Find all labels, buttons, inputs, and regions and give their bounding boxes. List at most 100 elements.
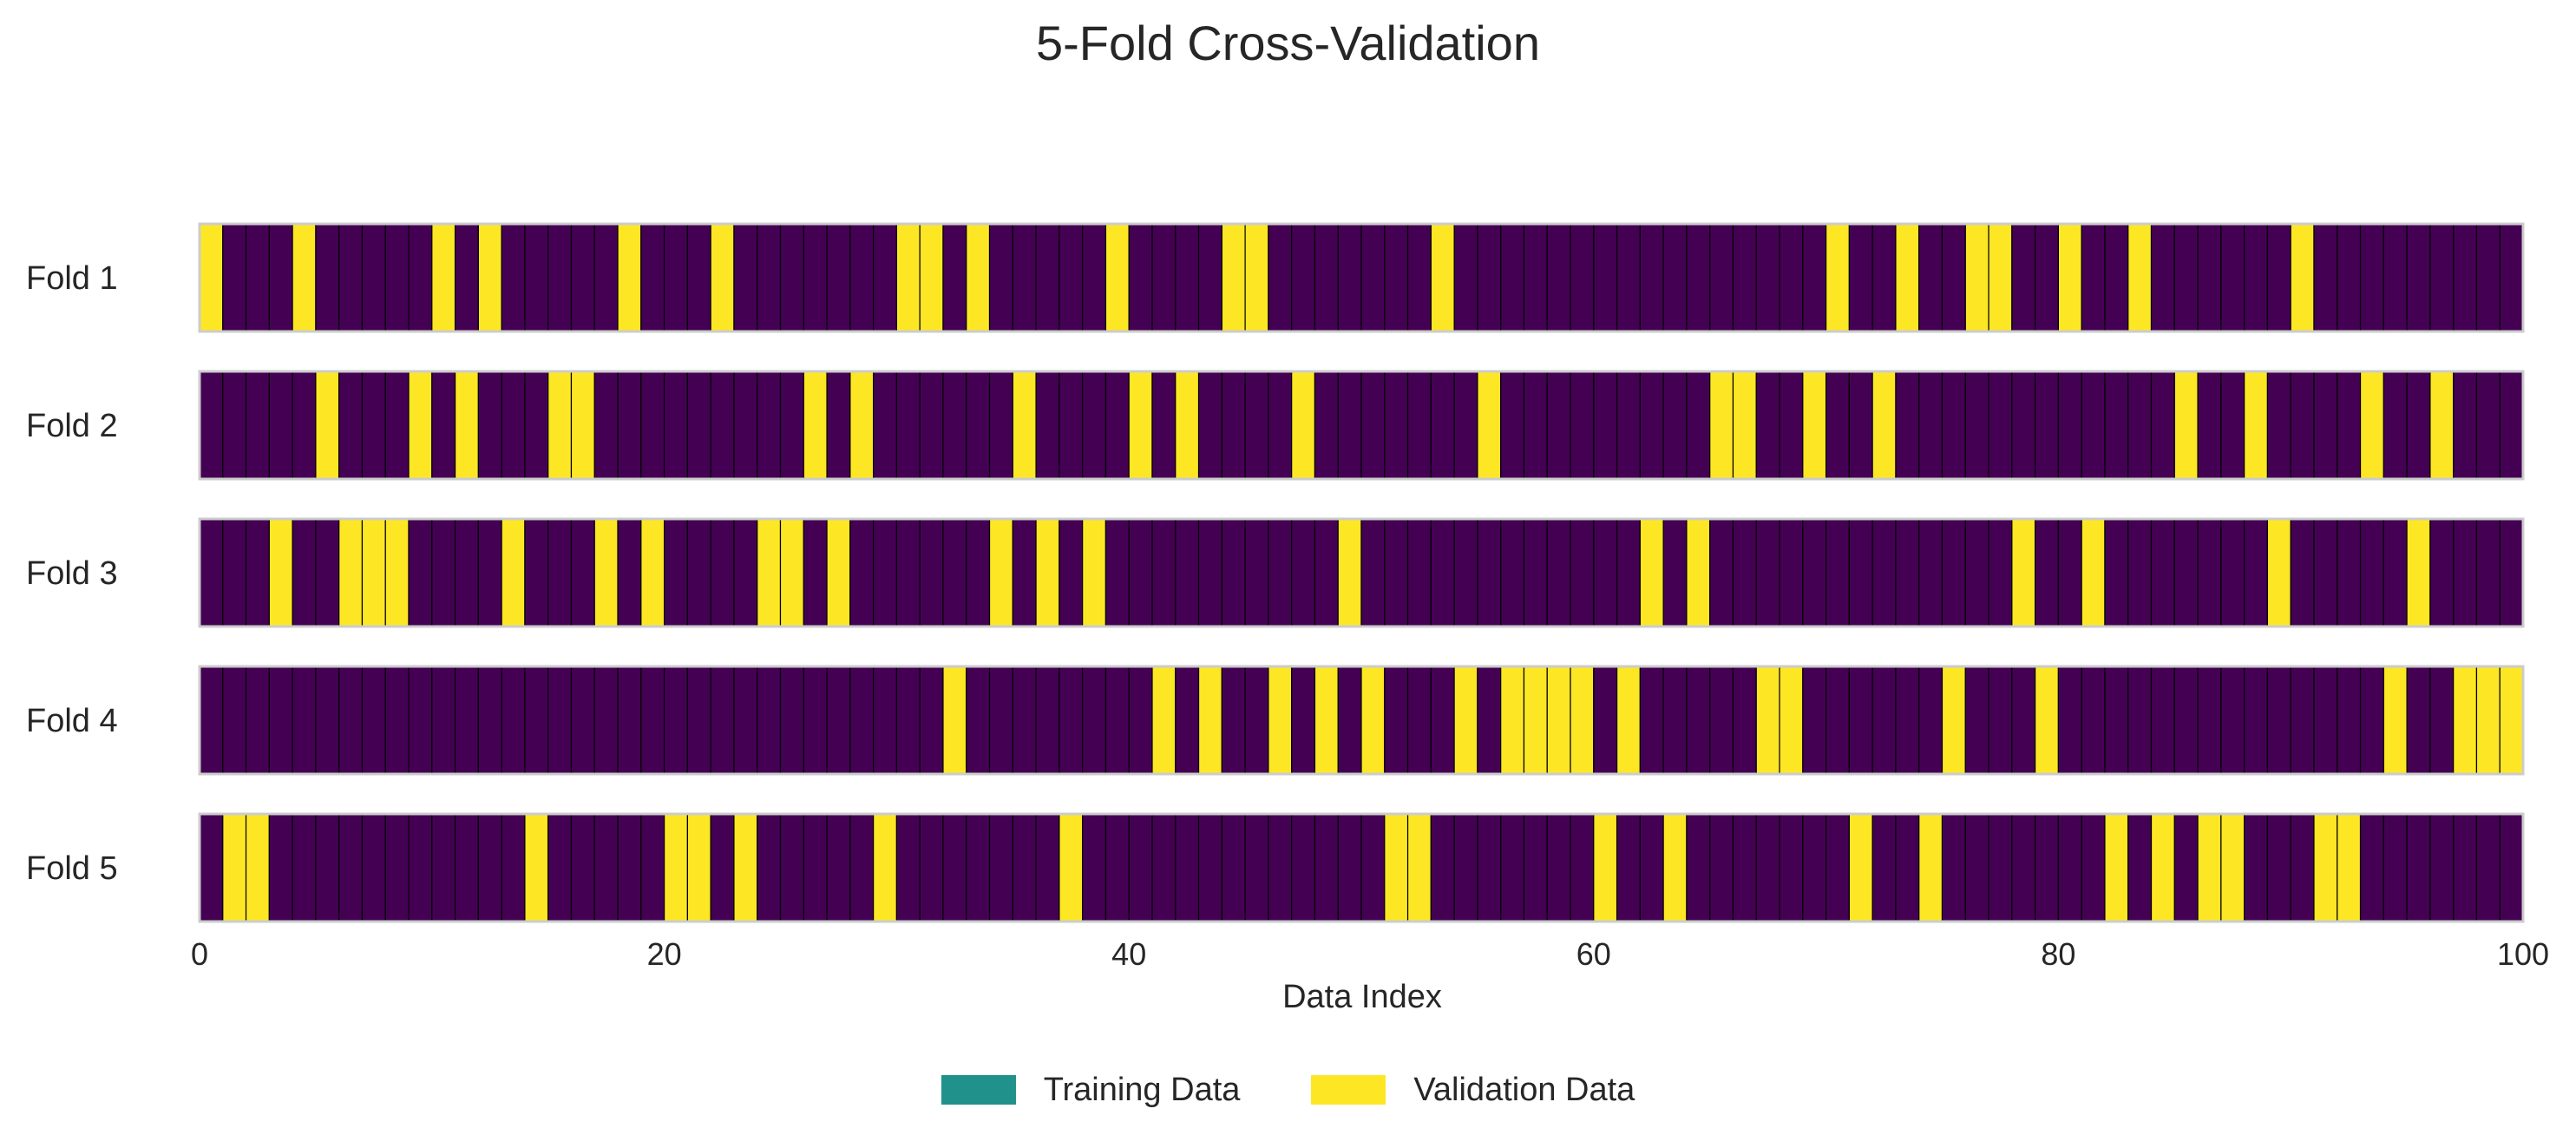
fold-frame: [198, 812, 2525, 923]
training-cell: [1918, 666, 1943, 775]
training-cell: [2313, 518, 2338, 627]
training-cell: [733, 518, 758, 627]
validation-cell: [779, 518, 804, 627]
training-cell: [384, 666, 410, 775]
training-cell: [2011, 371, 2036, 480]
training-cell: [292, 371, 317, 480]
validation-cell: [2057, 223, 2082, 332]
training-cell: [1570, 371, 1595, 480]
validation-cell: [1406, 813, 1432, 922]
training-cell: [663, 666, 688, 775]
training-cell: [1686, 223, 1711, 332]
training-cell: [1686, 666, 1711, 775]
training-cell: [2173, 813, 2199, 922]
training-cell: [710, 518, 735, 627]
training-cell: [1268, 813, 1293, 922]
training-cell: [2104, 666, 2129, 775]
folds-layer: Fold 1 Fold 2 Fold 3 Fold 4 Fold 5: [26, 222, 2525, 923]
training-cell: [2011, 666, 2036, 775]
training-cell: [895, 813, 921, 922]
validation-cell: [1918, 813, 1943, 922]
validation-cell: [1384, 813, 1409, 922]
validation-cell: [477, 223, 502, 332]
validation-cell: [2337, 813, 2362, 922]
validation-cell: [663, 813, 688, 922]
legend-swatch-validation: [1311, 1075, 1386, 1105]
training-cell: [361, 371, 386, 480]
training-cell: [2173, 518, 2199, 627]
training-cell: [1477, 223, 1502, 332]
training-cell: [1197, 223, 1222, 332]
training-cell: [966, 666, 991, 775]
training-cell: [1128, 813, 1153, 922]
training-cell: [919, 813, 944, 922]
training-cell: [2057, 371, 2082, 480]
training-cell: [1500, 518, 1525, 627]
training-cell: [1406, 518, 1432, 627]
training-cell: [1779, 371, 1804, 480]
training-cell: [1941, 371, 1966, 480]
training-cell: [2035, 223, 2060, 332]
training-cell: [1197, 518, 1222, 627]
training-cell: [1430, 371, 1455, 480]
training-cell: [1895, 518, 1920, 627]
training-cell: [2150, 666, 2175, 775]
training-cell: [1732, 223, 1757, 332]
validation-cell: [2453, 666, 2478, 775]
training-cell: [1151, 518, 1177, 627]
chart-title: 5-Fold Cross-Validation: [1036, 16, 1540, 70]
training-cell: [640, 371, 665, 480]
training-cell: [570, 666, 595, 775]
validation-cell: [268, 518, 293, 627]
training-cell: [2220, 666, 2245, 775]
training-cell: [524, 223, 549, 332]
training-cell: [292, 813, 317, 922]
training-cell: [1779, 223, 1804, 332]
training-cell: [710, 666, 735, 775]
validation-cell: [1755, 666, 1780, 775]
training-cell: [1709, 518, 1734, 627]
training-cell: [2337, 666, 2362, 775]
training-cell: [1802, 666, 1827, 775]
training-cell: [2197, 518, 2222, 627]
fold-row-3: Fold 3: [26, 517, 2525, 628]
training-cell: [2244, 813, 2269, 922]
training-cell: [2127, 518, 2153, 627]
fold-label: Fold 2: [26, 408, 118, 444]
validation-cell: [1686, 518, 1711, 627]
validation-cell: [2475, 666, 2501, 775]
training-cell: [338, 813, 364, 922]
training-cell: [2220, 371, 2245, 480]
training-cell: [1686, 813, 1711, 922]
training-cell: [570, 223, 595, 332]
training-cell: [547, 666, 573, 775]
training-cell: [2035, 371, 2060, 480]
training-cell: [1059, 518, 1084, 627]
fold-label: Fold 5: [26, 850, 118, 887]
validation-cell: [501, 518, 526, 627]
training-cell: [966, 518, 991, 627]
training-cell: [2406, 813, 2431, 922]
training-cell: [222, 518, 247, 627]
training-cell: [1175, 518, 1200, 627]
training-cell: [2150, 223, 2175, 332]
training-cell: [966, 371, 991, 480]
validation-cell: [2499, 666, 2524, 775]
validation-cell: [1291, 371, 1316, 480]
training-cell: [2197, 666, 2222, 775]
training-cell: [1871, 223, 1897, 332]
training-cell: [663, 371, 688, 480]
validation-cell: [2035, 666, 2060, 775]
training-cell: [849, 666, 875, 775]
training-cell: [477, 666, 502, 775]
training-cell: [2127, 813, 2153, 922]
validation-cell: [408, 371, 433, 480]
training-cell: [408, 666, 433, 775]
training-cell: [988, 666, 1013, 775]
training-cell: [222, 371, 247, 480]
training-cell: [1430, 518, 1455, 627]
training-cell: [431, 666, 456, 775]
training-cell: [1035, 813, 1060, 922]
training-cell: [593, 371, 619, 480]
validation-cell: [1012, 371, 1037, 480]
